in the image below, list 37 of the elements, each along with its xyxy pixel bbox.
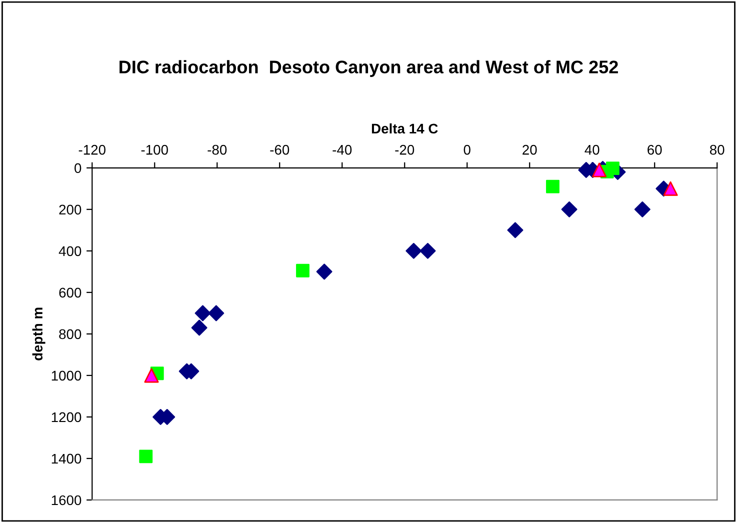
y-tick-label: 1000 (52, 370, 82, 381)
x-tick-label: -120 (78, 144, 106, 155)
x-tick-label: 60 (648, 144, 662, 155)
point (208, 305, 224, 322)
x-tick-label: 80 (710, 144, 724, 155)
point (144, 368, 159, 383)
point (420, 242, 436, 259)
y-axis-title: depth m (32, 308, 46, 360)
y-tick-label: 1400 (52, 454, 82, 464)
y-tick-label: 1200 (52, 412, 82, 422)
y-tick-label: 400 (58, 246, 82, 256)
y-tick-label: 0 (74, 163, 82, 174)
x-tick-label: -20 (395, 144, 414, 155)
point (546, 180, 560, 194)
point (296, 264, 310, 278)
y-tick-label: 600 (59, 288, 82, 298)
x-tick-label: -100 (141, 144, 168, 155)
point (507, 222, 524, 238)
y-tick-label: 800 (59, 329, 82, 340)
x-tick-label: 40 (584, 144, 600, 155)
point (139, 450, 153, 464)
x-tick-label: 0 (464, 144, 470, 155)
point (194, 305, 211, 322)
point (663, 181, 678, 196)
x-tick-label: -40 (332, 144, 352, 155)
point (406, 242, 422, 259)
x-tick-label: 20 (522, 144, 537, 155)
x-tick-label: -80 (208, 144, 227, 155)
point (191, 320, 208, 336)
point (316, 264, 332, 280)
y-tick-label: 1600 (52, 495, 82, 506)
point (561, 201, 578, 218)
x-axis-title: Delta 14 C (372, 123, 438, 134)
chart-title: DIC radiocarbon Desoto Canyon area and West of MC 252 (120, 60, 618, 77)
x-tick-label: -60 (270, 144, 290, 155)
point (634, 201, 650, 218)
y-tick-label: 200 (59, 204, 82, 215)
